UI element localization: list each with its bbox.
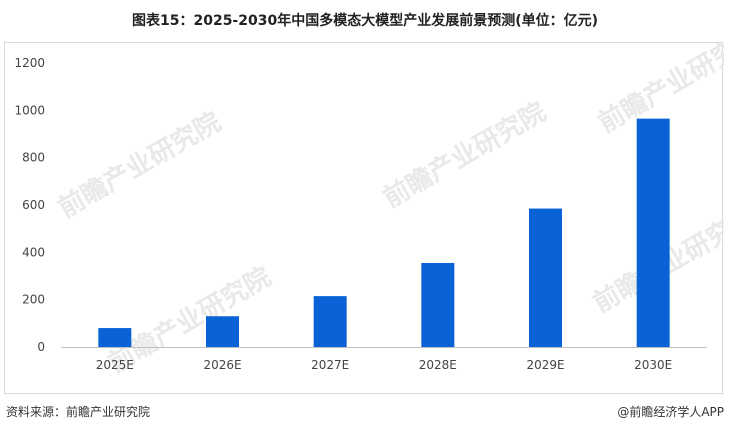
bar-2029E [529, 208, 562, 347]
y-tick-label: 600 [22, 198, 45, 212]
bar-2026E [206, 316, 239, 347]
watermark-text: 前瞻产业研究院 [378, 96, 551, 214]
bar-series [98, 118, 670, 347]
y-tick-label: 400 [22, 245, 45, 259]
x-tick-label: 2027E [311, 358, 349, 372]
y-tick-label: 1000 [14, 103, 45, 117]
bar-2027E [313, 296, 347, 347]
watermark-text: 前瞻产业研究院 [53, 106, 226, 224]
y-tick-label: 1200 [14, 56, 45, 70]
bar-2025E [98, 328, 132, 347]
y-axis-ticks: 0 200 400 600 800 1000 1200 [14, 56, 45, 354]
bar-2030E [636, 118, 670, 347]
x-tick-label: 2029E [526, 358, 564, 372]
bar-2028E [421, 262, 455, 347]
x-tick-label: 2030E [634, 358, 672, 372]
watermark-layer: 前瞻产业研究院前瞻产业研究院前瞻产业研究院前瞻产业研究院前瞻产业研究院 [53, 43, 724, 379]
chart-frame: 前瞻产业研究院前瞻产业研究院前瞻产业研究院前瞻产业研究院前瞻产业研究院 0200… [4, 42, 724, 394]
x-tick-label: 2025E [96, 358, 134, 372]
bar-chart-plot: 前瞻产业研究院前瞻产业研究院前瞻产业研究院前瞻产业研究院前瞻产业研究院 0200… [14, 43, 724, 379]
y-tick-label: 800 [22, 151, 45, 165]
x-tick-label: 2026E [203, 358, 241, 372]
x-tick-label: 2028E [419, 358, 457, 372]
source-note: 资料来源：前瞻产业研究院 [6, 405, 151, 419]
brand-credit: @前瞻经济学人APP [617, 405, 724, 419]
y-tick-label: 200 [22, 293, 45, 307]
y-tick-label: 0 [37, 340, 45, 354]
chart-title: 图表15：2025-2030年中国多模态大模型产业发展前景预测(单位：亿元) [131, 13, 599, 29]
x-axis-ticks: 2025E 2026E 2027E 2028E 2029E 2030E [96, 358, 672, 372]
